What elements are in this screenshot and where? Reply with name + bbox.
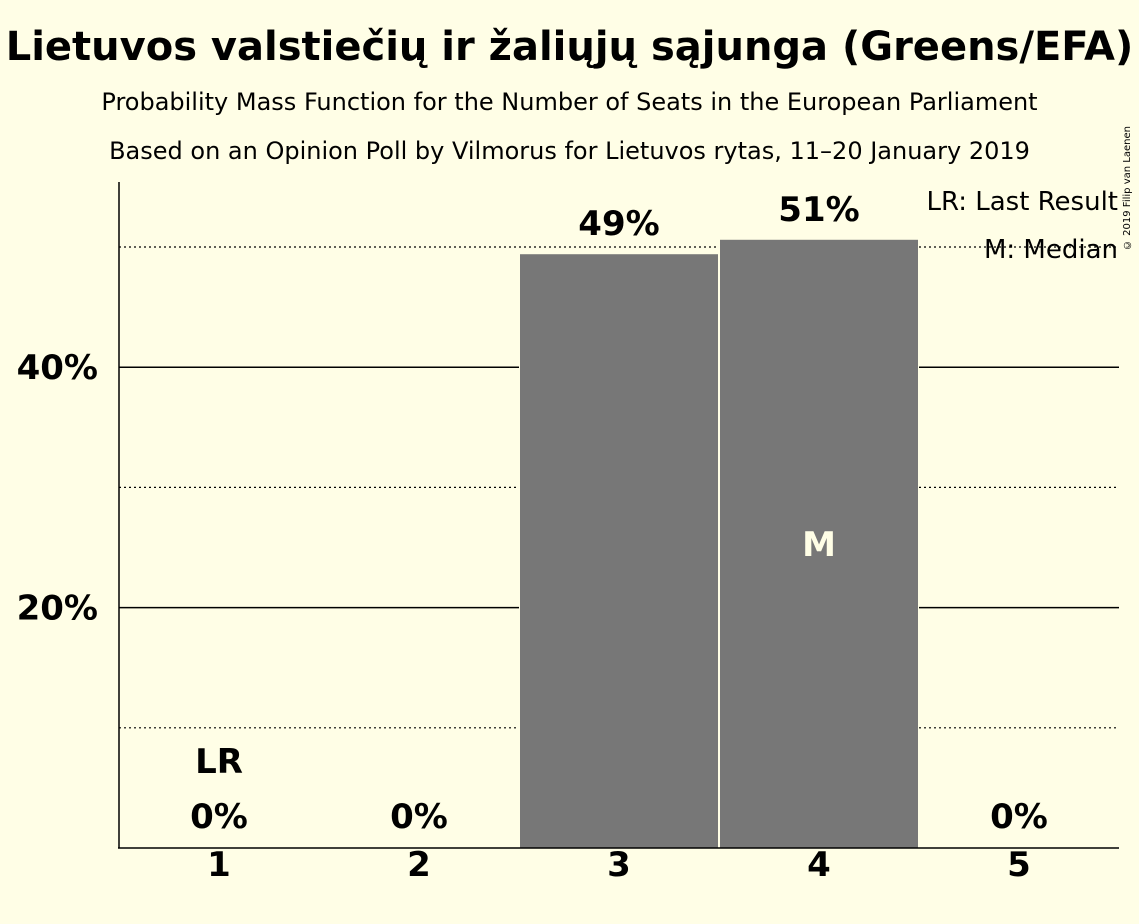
legend: LR: Last Result M: Median <box>926 187 1118 265</box>
y-tick-label: 20% <box>17 589 98 629</box>
data-labels: 20% 40% 0% 1 LR 0% 2 49% 3 51% 4 M 0% 5 <box>17 190 1048 885</box>
bar <box>520 254 718 848</box>
chart-subtitle: Probability Mass Function for the Number… <box>101 88 1038 116</box>
x-tick-label: 1 <box>207 845 231 885</box>
bar-value-label: 0% <box>390 797 448 837</box>
x-tick-label: 4 <box>807 845 831 885</box>
x-tick-label: 5 <box>1007 845 1031 885</box>
y-tick-label: 40% <box>17 348 98 388</box>
bars <box>519 237 919 849</box>
bar-value-label: 0% <box>990 797 1048 837</box>
legend-median: M: Median <box>984 235 1118 265</box>
median-marker: M <box>802 525 836 565</box>
x-tick-label: 2 <box>407 845 431 885</box>
bar-value-label: 51% <box>778 190 859 230</box>
x-tick-label: 3 <box>607 845 631 885</box>
chart-title: Lietuvos valstiečių ir žaliųjų sąjunga (… <box>5 24 1134 70</box>
axes <box>118 182 1119 849</box>
chart-source-subtitle: Based on an Opinion Poll by Vilmorus for… <box>109 137 1030 165</box>
legend-last-result: LR: Last Result <box>926 187 1118 217</box>
last-result-marker: LR <box>195 742 243 782</box>
bar-value-label: 0% <box>190 797 248 837</box>
bar <box>720 239 918 849</box>
bar-value-label: 49% <box>578 204 659 244</box>
